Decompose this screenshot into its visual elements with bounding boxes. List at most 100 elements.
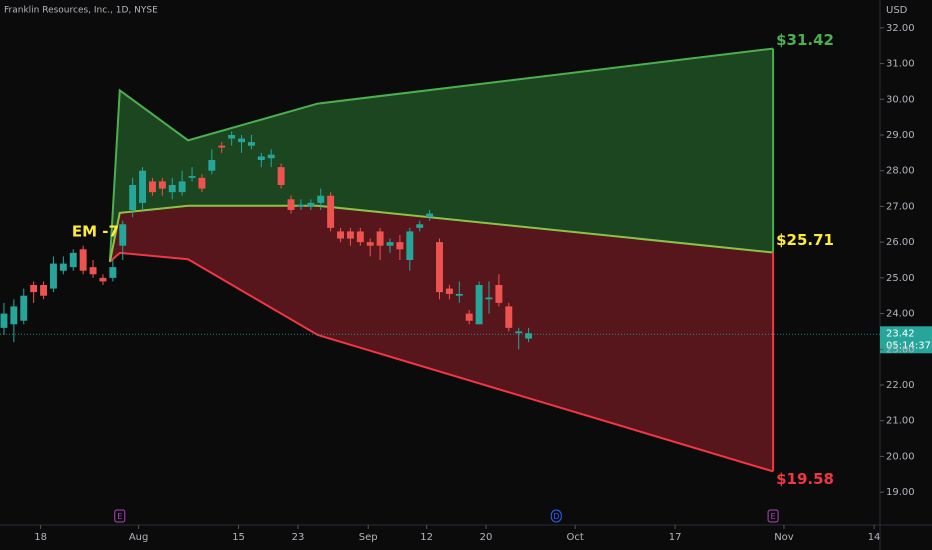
- y-tick-label: 28.00: [886, 166, 915, 177]
- event-marker: [550, 509, 562, 523]
- candle-body: [40, 285, 48, 296]
- candle-body: [386, 242, 394, 246]
- x-tick-label: Sep: [359, 532, 378, 543]
- candle-body: [198, 177, 206, 189]
- candle-body: [129, 185, 137, 210]
- x-tick-label: 18: [34, 532, 47, 543]
- event-label: E: [771, 512, 776, 521]
- candle-body: [158, 181, 166, 189]
- currency: USD: [886, 5, 908, 16]
- candle-body: [218, 145, 226, 148]
- candle-body: [99, 277, 107, 282]
- candle-body: [525, 333, 533, 339]
- candle-body: [455, 293, 463, 296]
- candle-body: [20, 295, 28, 321]
- x-tick-label: 20: [480, 532, 493, 543]
- candle-body: [178, 181, 186, 193]
- candle-body: [79, 249, 87, 271]
- upper-area: [109, 48, 774, 262]
- candle-body: [247, 142, 255, 146]
- candle-body: [168, 185, 176, 193]
- candle-body: [139, 170, 147, 203]
- x-tick-label: 17: [669, 532, 682, 543]
- candle-body: [445, 288, 453, 294]
- y-tick-label: 25.00: [886, 273, 915, 284]
- lower-line: [109, 251, 774, 473]
- candle-body: [238, 138, 245, 143]
- candle-body: [148, 181, 156, 193]
- candle-body: [376, 231, 384, 246]
- candle-body: [495, 285, 503, 303]
- y-tick-label: 32.00: [886, 23, 915, 34]
- candle-body: [228, 135, 236, 139]
- candle-body: [188, 176, 196, 178]
- x-tick-label: Nov: [774, 532, 794, 543]
- candle-body: [505, 306, 513, 328]
- band-label: $19.58: [776, 470, 834, 488]
- candle-body: [297, 204, 305, 207]
- candle-body: [317, 195, 325, 203]
- candle-body: [49, 263, 57, 289]
- candle-body: [436, 242, 443, 293]
- y-tick-label: 22.00: [886, 380, 915, 391]
- annotation: EM -7: [72, 222, 119, 240]
- candle-body: [109, 267, 117, 278]
- event-marker: [114, 509, 126, 523]
- candle-body: [515, 331, 523, 334]
- y-tick-label: 30.00: [886, 94, 915, 105]
- candle-body: [69, 252, 77, 268]
- candle-body: [475, 285, 483, 325]
- candle-body: [396, 242, 404, 250]
- chart-title: Franklin Resources, Inc., 1D, NYSE: [4, 6, 158, 16]
- event-label: D: [553, 512, 559, 521]
- y-tick-label: 21.00: [886, 416, 915, 427]
- candle-body: [485, 297, 493, 300]
- candle-body: [30, 285, 38, 293]
- band-label: $31.42: [776, 31, 834, 49]
- candle-body: [287, 199, 295, 210]
- candle-body: [119, 224, 127, 246]
- last-price-box: [880, 326, 932, 354]
- y-tick-label: 27.00: [886, 201, 915, 212]
- candle-body: [416, 224, 424, 228]
- y-tick-label: 26.00: [886, 237, 915, 248]
- x-tick-label: Aug: [129, 532, 149, 543]
- candle-body: [208, 160, 216, 171]
- candle-body: [346, 231, 354, 239]
- x-tick-label: 23: [292, 532, 305, 543]
- candle-body: [366, 242, 374, 246]
- expected-move: [108, 47, 775, 473]
- event-marker: [767, 509, 779, 523]
- y-tick-label: 29.00: [886, 130, 915, 141]
- candle-body: [307, 202, 315, 207]
- candle-body: [59, 263, 67, 271]
- candle-body: [10, 306, 18, 325]
- y-tick-label: 20.00: [886, 451, 915, 462]
- lower-area: [109, 205, 774, 472]
- candles: [0, 131, 533, 350]
- candle-body: [277, 167, 285, 185]
- candle-body: [426, 213, 434, 218]
- countdown: 05:14:37: [886, 340, 931, 351]
- y-tick-label: 24.00: [886, 309, 915, 320]
- last-price-label: 23.42: [886, 328, 915, 339]
- x-tick-label: 15: [232, 532, 245, 543]
- upper-line: [108, 47, 774, 262]
- x-tick-label: Oct: [566, 532, 583, 543]
- candle-body: [0, 313, 8, 328]
- mid-line: [108, 204, 774, 262]
- y-tick-label: 31.00: [886, 59, 915, 70]
- candle-body: [257, 156, 265, 160]
- candle-body: [327, 195, 335, 228]
- x-tick-label: 12: [420, 532, 433, 543]
- candle-body: [267, 154, 275, 159]
- candle-body: [356, 231, 364, 243]
- event-label: E: [117, 512, 122, 521]
- candle-body: [337, 231, 344, 239]
- band-label: $25.71: [776, 231, 834, 249]
- candle-body: [406, 231, 414, 260]
- x-tick-label: 14: [868, 532, 881, 543]
